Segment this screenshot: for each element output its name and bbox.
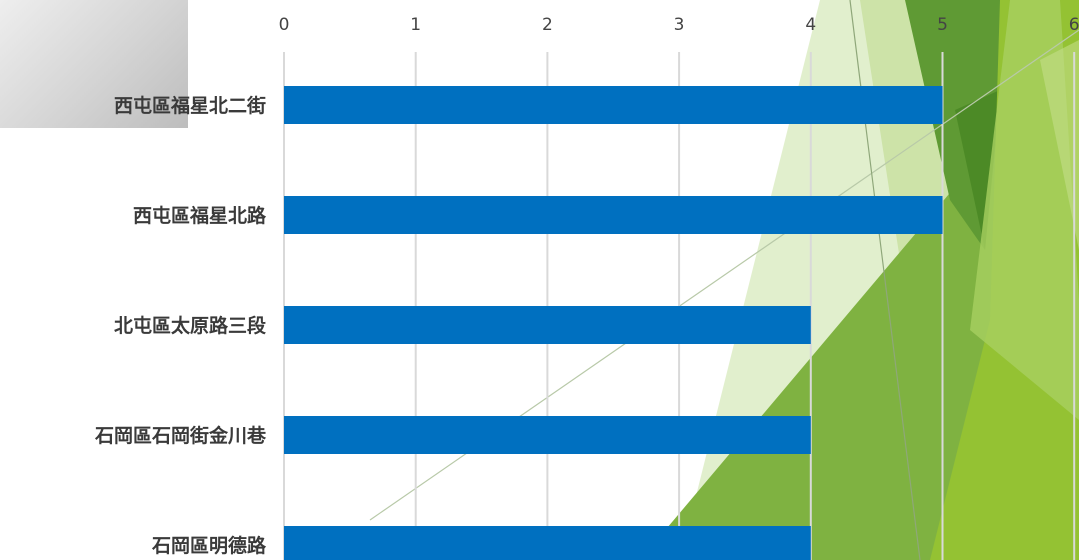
decorative-gray-tab <box>0 0 188 128</box>
category-label: 西屯區福星北路 <box>133 204 267 227</box>
x-tick-label: 4 <box>805 15 816 35</box>
x-tick-label: 5 <box>937 15 948 35</box>
x-tick-label: 3 <box>674 15 685 35</box>
bar-2 <box>284 196 943 234</box>
bg-shape-highlight <box>1040 40 1079 250</box>
category-label: 石岡區明德路 <box>151 534 267 557</box>
category-label: 北屯區太原路三段 <box>114 314 267 337</box>
bar-4 <box>284 416 811 454</box>
bars <box>284 86 943 560</box>
x-tick-label: 1 <box>410 15 421 35</box>
x-tick-label: 2 <box>542 15 553 35</box>
bar-5 <box>284 526 811 560</box>
category-label: 西屯區福星北二街 <box>114 94 266 117</box>
x-axis-ticks: 0 1 2 3 4 5 6 <box>279 15 1079 35</box>
bar-1 <box>284 86 943 124</box>
x-tick-label: 0 <box>279 15 290 35</box>
bar-3 <box>284 306 811 344</box>
x-tick-label: 6 <box>1069 15 1079 35</box>
category-label: 石岡區石岡街金川巷 <box>94 424 267 447</box>
